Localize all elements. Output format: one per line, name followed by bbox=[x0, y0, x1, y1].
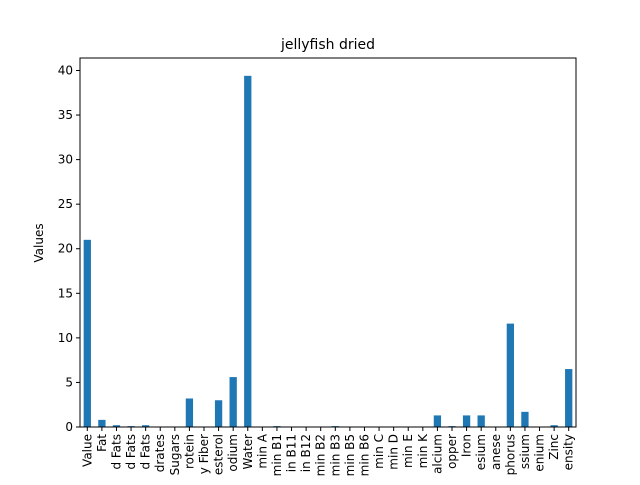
x-tick-label: Fat bbox=[95, 434, 109, 452]
x-axis-ticks: Value Fat d Fats d Fats d Fats drates Sugars ro… bbox=[80, 427, 576, 476]
bar bbox=[98, 419, 106, 427]
x-tick-label: odium bbox=[226, 434, 240, 472]
x-tick-label: Iron bbox=[460, 434, 474, 457]
bar bbox=[185, 398, 194, 427]
chart-title: jellyfish dried bbox=[280, 37, 375, 53]
x-tick-label: Value bbox=[80, 434, 94, 467]
x-tick-label: min B1 bbox=[270, 434, 284, 476]
x-tick-label: Water bbox=[241, 434, 255, 470]
x-tick-label: min D bbox=[387, 434, 401, 470]
x-tick-label: min B5 bbox=[343, 434, 357, 476]
x-tick-label: min K bbox=[416, 433, 430, 468]
bar bbox=[214, 400, 223, 427]
x-tick-label: d Fats bbox=[139, 434, 153, 470]
x-tick-label: ssium bbox=[518, 434, 532, 469]
bar bbox=[521, 411, 529, 427]
y-tick-label: 30 bbox=[58, 153, 73, 167]
x-tick-label: drates bbox=[153, 434, 167, 472]
x-tick-label: min E bbox=[401, 434, 415, 468]
bar bbox=[142, 425, 150, 427]
x-tick-label: min B2 bbox=[314, 434, 328, 476]
bar bbox=[506, 323, 514, 427]
y-tick-label: 15 bbox=[58, 286, 73, 300]
x-tick-label: alcium bbox=[430, 434, 444, 474]
y-tick-label: 5 bbox=[65, 375, 73, 389]
bars bbox=[83, 75, 573, 427]
x-tick-label: opper bbox=[445, 434, 459, 469]
x-tick-label: Zinc bbox=[547, 434, 561, 460]
bar bbox=[83, 239, 91, 427]
x-tick-label: esterol bbox=[212, 434, 226, 475]
x-tick-label: d Fats bbox=[124, 434, 138, 470]
bar bbox=[244, 75, 252, 427]
y-tick-label: 20 bbox=[58, 242, 73, 256]
bar bbox=[550, 425, 558, 427]
x-tick-label: esium bbox=[474, 434, 488, 470]
bar bbox=[229, 377, 237, 427]
y-tick-label: 10 bbox=[58, 331, 73, 345]
x-tick-label: min C bbox=[372, 434, 386, 469]
y-axis-ticks: 0 5 10 15 20 25 30 35 40 bbox=[58, 63, 80, 434]
x-tick-label: Sugars bbox=[168, 434, 182, 475]
y-tick-label: 25 bbox=[58, 197, 73, 211]
y-tick-label: 35 bbox=[58, 108, 73, 122]
y-tick-label: 0 bbox=[65, 420, 73, 434]
bar bbox=[565, 369, 573, 427]
x-tick-label: d Fats bbox=[109, 434, 123, 470]
x-tick-label: anese bbox=[489, 434, 503, 470]
y-tick-label: 40 bbox=[58, 63, 73, 77]
x-tick-label: in B11 bbox=[285, 434, 299, 472]
y-axis-label: Values bbox=[32, 223, 46, 262]
plot-frame bbox=[79, 57, 577, 428]
bar bbox=[112, 425, 121, 427]
x-tick-label: in B12 bbox=[299, 434, 313, 472]
x-tick-label: rotein bbox=[182, 434, 196, 469]
x-tick-label: phorus bbox=[503, 434, 517, 475]
x-tick-label: min B3 bbox=[328, 434, 342, 476]
x-tick-label: y Fiber bbox=[197, 434, 211, 474]
x-tick-label: min A bbox=[255, 433, 269, 468]
bar bbox=[462, 415, 471, 427]
x-tick-label: enium bbox=[533, 434, 547, 472]
x-tick-label: ensity bbox=[562, 434, 576, 470]
x-tick-label: min B6 bbox=[357, 434, 371, 476]
bar bbox=[477, 415, 485, 427]
bar bbox=[433, 415, 442, 427]
